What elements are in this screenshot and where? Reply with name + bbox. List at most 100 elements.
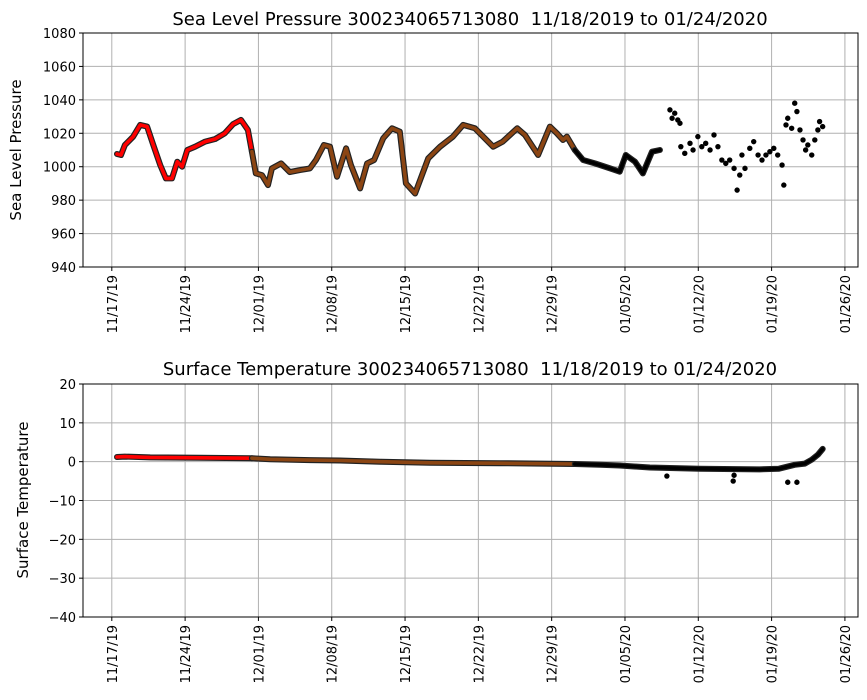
x-tick-label: 12/15/19 bbox=[399, 625, 414, 683]
x-tick-label: 12/01/19 bbox=[252, 275, 267, 333]
x-tick-label: 12/15/19 bbox=[399, 275, 414, 333]
temperature-y-label: Surface Temperature bbox=[14, 422, 32, 579]
data-point bbox=[751, 138, 757, 145]
y-tick-label: −40 bbox=[49, 611, 76, 626]
data-point bbox=[802, 147, 809, 153]
data-point bbox=[781, 182, 787, 188]
data-trace bbox=[250, 456, 577, 466]
data-point bbox=[734, 187, 740, 193]
data-point bbox=[794, 108, 800, 115]
data-point bbox=[711, 132, 717, 138]
data-point bbox=[699, 143, 705, 150]
series-1 bbox=[248, 121, 578, 197]
data-point bbox=[723, 160, 729, 167]
data-point bbox=[785, 479, 791, 485]
data-point bbox=[805, 142, 811, 148]
data-point bbox=[703, 140, 709, 147]
data-point bbox=[739, 152, 745, 158]
data-point bbox=[731, 472, 737, 478]
data-trace bbox=[572, 447, 825, 472]
pressure-y-label: Sea Level Pressure bbox=[7, 79, 25, 220]
x-tick-label: 01/19/20 bbox=[766, 625, 781, 683]
series-2 bbox=[571, 445, 826, 473]
data-point bbox=[731, 165, 737, 172]
data-point bbox=[783, 122, 789, 128]
data-point bbox=[690, 147, 696, 153]
y-tick-label: 1000 bbox=[43, 161, 76, 176]
x-tick-label: 12/29/19 bbox=[546, 275, 561, 333]
series-1 bbox=[248, 455, 578, 467]
x-tick-label: 01/26/20 bbox=[839, 625, 854, 683]
data-point bbox=[730, 478, 736, 484]
data-trace bbox=[115, 454, 254, 461]
x-tick-label: 01/12/20 bbox=[692, 625, 707, 683]
x-tick-label: 01/26/20 bbox=[839, 275, 854, 333]
data-point bbox=[779, 162, 785, 168]
data-point bbox=[687, 140, 693, 147]
data-point bbox=[737, 172, 743, 178]
data-point bbox=[678, 143, 684, 150]
axes-frame bbox=[82, 383, 859, 618]
data-point bbox=[677, 120, 683, 126]
x-tick-label: 11/24/19 bbox=[179, 275, 194, 333]
y-tick-label: 940 bbox=[51, 261, 76, 276]
data-point bbox=[672, 110, 678, 116]
x-tick-label: 01/05/20 bbox=[619, 275, 634, 333]
y-tick-label: 1020 bbox=[43, 127, 76, 142]
data-point bbox=[785, 115, 791, 121]
series-3 bbox=[664, 472, 800, 485]
y-tick-label: 1040 bbox=[43, 94, 76, 109]
data-point bbox=[812, 137, 818, 143]
data-point bbox=[695, 133, 701, 140]
data-point bbox=[816, 118, 823, 125]
data-point bbox=[669, 115, 675, 121]
x-tick-label: 12/22/19 bbox=[472, 625, 487, 683]
pressure-title: Sea Level Pressure 300234065713080 11/18… bbox=[172, 9, 767, 30]
y-tick-label: 980 bbox=[51, 194, 76, 209]
series-3 bbox=[667, 100, 826, 193]
x-tick-label: 12/08/19 bbox=[326, 625, 341, 683]
data-point bbox=[755, 152, 761, 158]
y-tick-label: 960 bbox=[51, 228, 76, 243]
data-point bbox=[794, 479, 800, 485]
data-point bbox=[715, 143, 721, 150]
y-tick-label: 20 bbox=[59, 378, 76, 393]
y-tick-label: 0 bbox=[68, 456, 76, 471]
x-tick-label: 12/01/19 bbox=[252, 625, 267, 683]
axes-frame bbox=[82, 32, 859, 268]
data-point bbox=[759, 157, 765, 163]
data-point bbox=[819, 123, 826, 130]
y-tick-label: 1080 bbox=[43, 27, 76, 42]
x-tick-label: 12/22/19 bbox=[472, 275, 487, 333]
data-trace bbox=[572, 148, 662, 176]
data-point bbox=[682, 150, 688, 157]
data-point bbox=[767, 148, 773, 155]
data-point bbox=[800, 137, 806, 143]
pressure-panel: Sea Level Pressure 300234065713080 11/18… bbox=[7, 9, 859, 333]
y-tick-label: −20 bbox=[49, 533, 76, 548]
x-tick-label: 11/17/19 bbox=[106, 275, 121, 333]
x-tick-label: 12/29/19 bbox=[546, 625, 561, 683]
series-2 bbox=[571, 147, 663, 177]
y-tick-label: 10 bbox=[59, 417, 76, 432]
data-point bbox=[792, 100, 798, 106]
x-tick-label: 01/12/20 bbox=[692, 275, 707, 333]
data-point bbox=[667, 107, 673, 113]
series-0 bbox=[114, 116, 255, 182]
data-point bbox=[742, 165, 748, 172]
data-point bbox=[809, 152, 815, 158]
data-point bbox=[727, 157, 733, 163]
series-0 bbox=[114, 453, 255, 462]
data-point bbox=[707, 147, 713, 153]
x-tick-label: 01/05/20 bbox=[619, 625, 634, 683]
x-tick-label: 12/08/19 bbox=[326, 275, 341, 333]
x-tick-label: 01/19/20 bbox=[766, 275, 781, 333]
y-tick-label: 1060 bbox=[43, 60, 76, 75]
x-tick-label: 11/17/19 bbox=[106, 625, 121, 683]
data-point bbox=[815, 127, 821, 133]
temperature-title: Surface Temperature 300234065713080 11/1… bbox=[163, 359, 777, 380]
y-tick-label: −10 bbox=[49, 495, 76, 510]
data-point bbox=[788, 125, 795, 131]
temperature-panel: Surface Temperature 300234065713080 11/1… bbox=[14, 359, 859, 683]
